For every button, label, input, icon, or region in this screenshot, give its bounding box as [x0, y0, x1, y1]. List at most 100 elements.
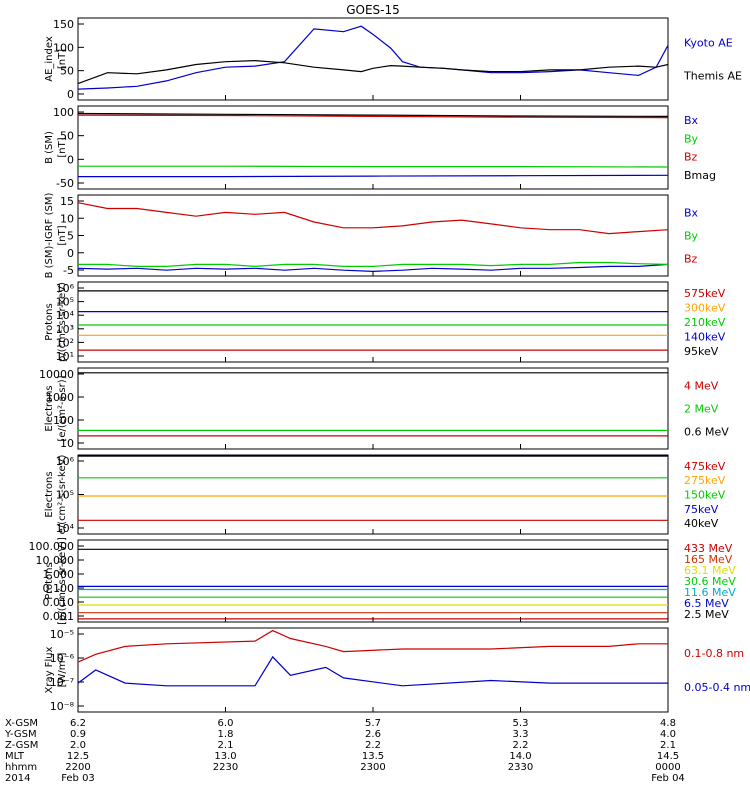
series-line [77, 263, 669, 273]
panel-frame [77, 627, 669, 713]
ephemeris-row-label: Y-GSM [4, 729, 37, 740]
y-tick-label: 0 [67, 247, 74, 260]
series-line [78, 261, 669, 268]
legend-entry: 433 MeV [684, 542, 733, 555]
legend-entry: 75keV [684, 503, 719, 516]
y-tick-label: 50 [60, 130, 74, 143]
y-tick-label: 100.000 [29, 540, 75, 553]
y-tick-label: 0 [67, 88, 74, 101]
panel-frame [77, 367, 669, 450]
y-tick-label: 10 [60, 212, 74, 225]
y-axis-label: [e/(cm²-s-sr)] [57, 375, 68, 441]
legend-entry: 2.5 MeV [684, 608, 729, 621]
ephemeris-value: 1.8 [218, 729, 234, 740]
legend-entry: 95keV [684, 345, 719, 358]
y-tick-label: 10⁻⁷ [50, 676, 74, 689]
legend-entry: 575keV [684, 287, 726, 300]
y-tick-label: 10² [56, 336, 74, 349]
legend-entry: 11.6 MeV [684, 586, 736, 599]
ephemeris-row-label: Z-GSM [5, 740, 38, 751]
ephemeris-value: 2300 [360, 762, 385, 773]
ephemeris-row-label: X-GSM [5, 718, 38, 729]
series-line [78, 165, 669, 168]
y-tick-label: 10⁶ [56, 455, 75, 468]
y-tick-label: 0.100 [43, 582, 75, 595]
legend-entry: 475keV [684, 460, 726, 473]
y-tick-label: 10⁴ [56, 522, 75, 535]
y-tick-label: 0 [67, 153, 74, 166]
ephemeris-value: 2230 [213, 762, 238, 773]
ephemeris-value: 2.0 [70, 740, 86, 751]
y-axis-label: p/(cm²-s-sr-keV) [57, 282, 68, 362]
legend-entry: Bz [684, 151, 698, 164]
series-line [77, 114, 669, 119]
y-axis-label: AE_index [44, 36, 55, 82]
y-tick-label: 10⁻⁸ [50, 700, 75, 713]
ephemeris-row-label: 2014 [5, 773, 30, 784]
ephemeris-value: 12.5 [67, 751, 89, 762]
ephemeris-value: 0.9 [70, 729, 86, 740]
ephemeris-value: 0000 [655, 762, 680, 773]
legend-entry: 165 MeV [684, 553, 733, 566]
ephemeris-value: 2330 [508, 762, 533, 773]
y-tick-label: 0.001 [43, 610, 75, 623]
panel-frame [77, 539, 669, 623]
series-line [77, 112, 669, 117]
ephemeris-row-label: MLT [5, 751, 25, 762]
legend-entry: 6.5 MeV [684, 597, 729, 610]
y-tick-label: 15 [60, 195, 74, 208]
legend-entry: 30.6 MeV [684, 575, 736, 588]
legend-entry: Bmag [684, 169, 716, 182]
y-axis-label: [nT] [57, 225, 68, 245]
legend-entry: 2 MeV [684, 403, 719, 416]
legend-entry: 275keV [684, 474, 726, 487]
y-tick-label: 10 [60, 437, 74, 450]
ephemeris-value: 5.3 [513, 718, 529, 729]
legend-entry: 0.6 MeV [684, 426, 729, 439]
y-axis-label: Electrons [44, 471, 55, 517]
ephemeris-value: Feb 03 [61, 773, 95, 784]
ephemeris-value: 14.0 [509, 751, 531, 762]
ephemeris-value: 2.1 [660, 740, 676, 751]
y-tick-label: 10⁶ [56, 282, 75, 295]
ephemeris-value: 2.1 [218, 740, 234, 751]
y-tick-label: 100 [53, 414, 74, 427]
legend-entry: 40keV [684, 517, 719, 530]
ephemeris-value: 2.2 [365, 740, 381, 751]
legend-entry: By [684, 230, 699, 243]
ephemeris-value: 6.0 [218, 718, 234, 729]
y-tick-label: 10000 [39, 368, 74, 381]
panel-8: 10⁻⁵ 10⁻⁶ 10⁻⁷ 10⁻⁸ Xray Flux [W/m²] 0.1-0.8 n… [44, 627, 750, 713]
y-tick-label: 10³ [56, 323, 74, 336]
y-tick-label: 10⁵ [56, 296, 74, 309]
legend-entry: 4 MeV [684, 379, 719, 392]
y-axis-label: Electrons [44, 385, 55, 431]
legend-entry: Kyoto AE [684, 37, 733, 50]
ephemeris-value: 4.8 [660, 718, 676, 729]
y-axis-label: Xray Flux [44, 646, 55, 693]
ephemeris-value: 2.6 [365, 729, 381, 740]
ephemeris-value: 13.5 [362, 751, 384, 762]
y-tick-label: 100 [53, 41, 74, 54]
y-axis-label: [p/(cm²-s-sr-keV)] [57, 537, 68, 625]
legend-entry: Bx [684, 206, 699, 219]
legend-entry: Bx [684, 114, 699, 127]
y-axis-label: Protons [44, 562, 55, 599]
y-tick-label: 10⁻⁵ [50, 628, 74, 641]
y-axis-label: e/(cm²-s-sr-keV) [57, 455, 68, 535]
legend-entry: 140keV [684, 331, 726, 344]
panel-3: 15 10 5 0 -5 B (SM)-IGRF (SM) [nT] Bx By Bz [44, 193, 699, 279]
y-tick-label: 0.010 [43, 596, 75, 609]
ephemeris-value: Feb 04 [651, 773, 685, 784]
ephemeris-row-label: hhmm [5, 762, 37, 773]
legend-entry: 0.05-0.4 nm [684, 681, 750, 694]
legend-entry: 63.1 MeV [684, 564, 736, 577]
series-line [77, 655, 668, 687]
panel-frame [77, 194, 669, 277]
y-tick-label: 1000 [46, 391, 74, 404]
y-tick-label: -5 [63, 264, 74, 277]
ephemeris-value: 4.0 [660, 729, 676, 740]
panel-frame [77, 454, 669, 535]
